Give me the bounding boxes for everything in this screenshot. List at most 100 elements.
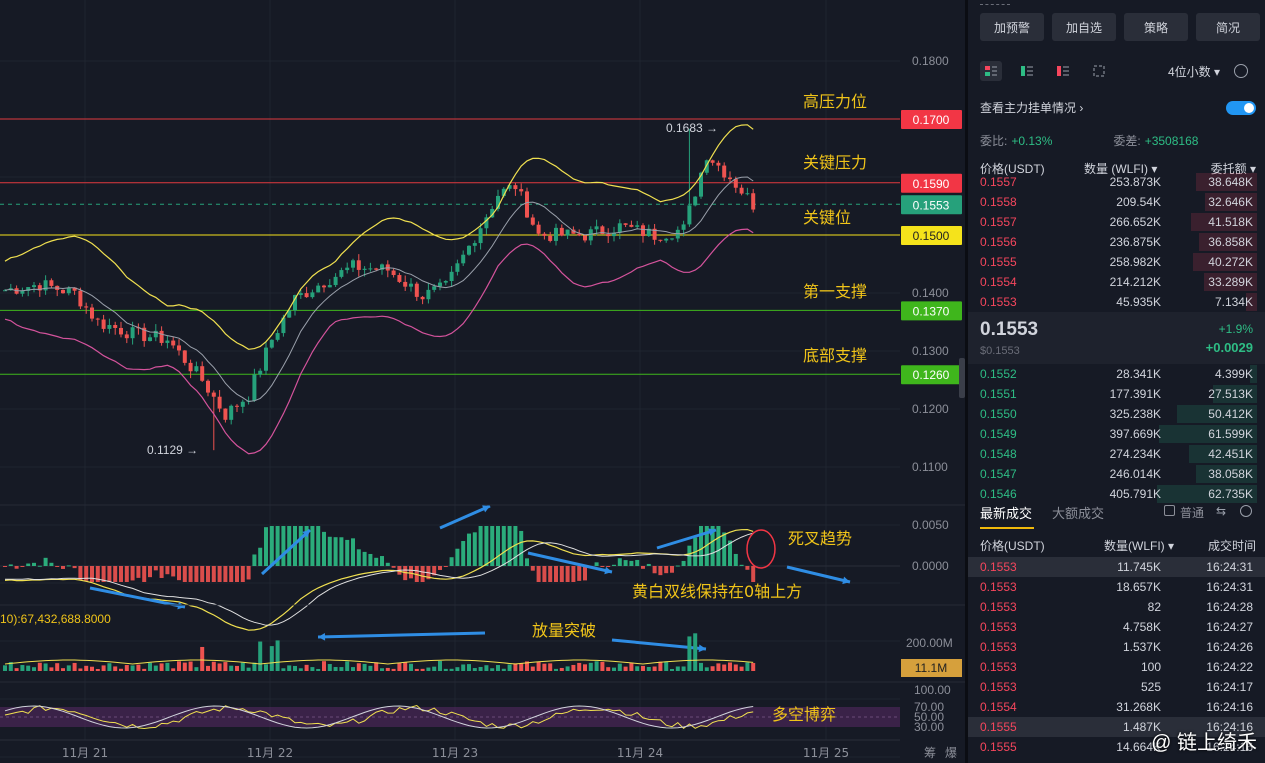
volume-bar bbox=[171, 668, 176, 671]
candle-body bbox=[211, 392, 216, 397]
macd-histogram-bar bbox=[217, 566, 222, 582]
total-column-header[interactable]: 委托额 ▾ bbox=[1210, 162, 1257, 176]
trade-qty: 100 bbox=[1140, 660, 1161, 674]
candle-body bbox=[240, 401, 245, 407]
candle-body bbox=[646, 228, 651, 237]
macd-line bbox=[5, 532, 754, 626]
volume-bar bbox=[670, 668, 674, 671]
candle-body bbox=[455, 263, 460, 272]
expand-icon[interactable] bbox=[1088, 61, 1110, 81]
chart-area[interactable]: 0.1800 0.1400 0.1300 0.1200 0.1100 0.1700 0.15… bbox=[0, 0, 965, 763]
main-orders-link[interactable]: 查看主力挂单情况 › bbox=[980, 101, 1084, 115]
ask-row[interactable]: 0.1558 209.54K 32.646K bbox=[968, 192, 1265, 212]
add-alert-button[interactable]: 加预警 bbox=[980, 13, 1044, 41]
macd-histogram-bar bbox=[101, 566, 106, 582]
main-orders-toggle[interactable] bbox=[1226, 100, 1256, 115]
volume-bar bbox=[728, 662, 732, 671]
candle-body bbox=[159, 330, 164, 343]
candle-body bbox=[461, 254, 466, 264]
bid-row[interactable]: 0.1552 28.341K 4.399K bbox=[968, 364, 1265, 384]
trade-row[interactable]: 0.1555 14.664K 16:24:16 bbox=[968, 737, 1265, 757]
bid-row[interactable]: 0.1546 405.791K 62.735K bbox=[968, 484, 1265, 504]
bid-row[interactable]: 0.1547 246.014K 38.058K bbox=[968, 464, 1265, 484]
overview-button[interactable]: 简况 bbox=[1196, 13, 1260, 41]
bid-row[interactable]: 0.1550 325.238K 50.412K bbox=[968, 404, 1265, 424]
depth-bar bbox=[1177, 405, 1257, 423]
candle-body bbox=[188, 362, 193, 372]
level-tag bbox=[901, 365, 962, 385]
volume-bar bbox=[148, 662, 152, 671]
ask-row[interactable]: 0.1556 236.875K 36.858K bbox=[968, 232, 1265, 252]
bids-view-icon[interactable] bbox=[1016, 61, 1038, 81]
candlestick-chart[interactable]: 0.1800 0.1400 0.1300 0.1200 0.1100 0.1700 0.15… bbox=[0, 0, 965, 763]
trade-qty-header[interactable]: 数量(WLFI) ▾ bbox=[1104, 539, 1175, 553]
macd-histogram-bar bbox=[269, 526, 274, 566]
ask-price: 0.1553 bbox=[980, 295, 1017, 309]
ask-row[interactable]: 0.1554 214.212K 33.289K bbox=[968, 272, 1265, 292]
tab-latest-trades[interactable]: 最新成交 bbox=[980, 506, 1033, 521]
volume-bar bbox=[142, 668, 147, 671]
bid-row[interactable]: 0.1549 397.669K 61.599K bbox=[968, 424, 1265, 444]
macd-histogram-bar bbox=[339, 537, 344, 566]
trade-row[interactable]: 0.1553 18.657K 16:24:31 bbox=[968, 577, 1265, 597]
ask-row[interactable]: 0.1553 45.935K 7.134K bbox=[968, 292, 1265, 312]
asks-view-icon[interactable] bbox=[1052, 61, 1074, 81]
collapse-handle[interactable] bbox=[959, 358, 965, 398]
trade-time: 16:24:22 bbox=[1206, 660, 1253, 674]
level-tag-label: 0.1590 bbox=[913, 177, 950, 191]
ask-row[interactable]: 0.1557 266.652K 41.518K bbox=[968, 212, 1265, 232]
macd-histogram-bar bbox=[252, 554, 257, 566]
macd-histogram-bar bbox=[583, 566, 587, 581]
volume-bar bbox=[194, 667, 199, 671]
trade-row[interactable]: 0.1553 525 16:24:17 bbox=[968, 677, 1265, 697]
bid-price: 0.1552 bbox=[980, 367, 1017, 381]
filter-icon[interactable]: ⇆ bbox=[1216, 504, 1227, 518]
decimals-select[interactable]: 4位小数 ▾ bbox=[1167, 64, 1220, 79]
normal-checkbox[interactable] bbox=[1164, 505, 1175, 516]
tab-large-trades[interactable]: 大额成交 bbox=[1052, 506, 1105, 521]
main-orders-row: 查看主力挂单情况 › bbox=[980, 99, 1256, 116]
low-price-label: 0.1129 → bbox=[147, 443, 198, 457]
strategy-button[interactable]: 策略 bbox=[1124, 13, 1188, 41]
candle-body bbox=[728, 177, 732, 180]
annotation-arrowhead bbox=[177, 601, 185, 610]
macd-histogram-bar bbox=[594, 562, 599, 566]
volume-bar bbox=[3, 665, 7, 671]
trade-row[interactable]: 0.1553 100 16:24:22 bbox=[968, 657, 1265, 677]
ask-total: 36.858K bbox=[1208, 235, 1253, 249]
annotation-volume-break: 放量突破 bbox=[532, 621, 596, 640]
trade-row[interactable]: 0.1553 82 16:24:28 bbox=[968, 597, 1265, 617]
trade-row[interactable]: 0.1553 4.758K 16:24:27 bbox=[968, 617, 1265, 637]
trade-row[interactable]: 0.1555 1.487K 16:24:16 bbox=[968, 717, 1265, 737]
macd-histogram-bar bbox=[281, 526, 286, 566]
ask-row[interactable]: 0.1555 258.982K 40.272K bbox=[968, 252, 1265, 272]
volume-bar bbox=[606, 667, 611, 671]
panel-divider[interactable] bbox=[965, 0, 968, 763]
trade-row[interactable]: 0.1554 31.268K 16:24:16 bbox=[968, 697, 1265, 717]
trade-row[interactable]: 0.1553 1.537K 16:24:26 bbox=[968, 637, 1265, 657]
macd-histogram-bar bbox=[652, 566, 657, 574]
bid-row[interactable]: 0.1548 274.234K 42.451K bbox=[968, 444, 1265, 464]
normal-label: 普通 bbox=[1180, 506, 1205, 520]
macd-histogram-bar bbox=[420, 566, 425, 582]
candle-body bbox=[565, 229, 570, 236]
ask-row[interactable]: 0.1557 253.873K 38.648K bbox=[968, 172, 1265, 192]
both-sides-view-icon[interactable] bbox=[980, 61, 1002, 81]
bid-row[interactable]: 0.1551 177.391K 27.513K bbox=[968, 384, 1265, 404]
macd-histogram-bar bbox=[165, 566, 170, 575]
macd-histogram-bar bbox=[739, 564, 744, 566]
level-tag bbox=[901, 195, 962, 215]
trades-settings-icon[interactable] bbox=[1240, 505, 1252, 517]
annotation-arrow bbox=[260, 528, 312, 576]
qty-column-header[interactable]: 数量 (WLFI) ▾ bbox=[1083, 162, 1158, 176]
trade-row[interactable]: 0.1553 11.745K 16:24:31 bbox=[968, 557, 1265, 577]
macd-histogram-bar bbox=[722, 532, 727, 566]
candle-body bbox=[617, 223, 622, 233]
macd-histogram-bar bbox=[95, 566, 100, 582]
add-watchlist-button[interactable]: 加自选 bbox=[1052, 13, 1116, 41]
settings-gear-icon[interactable] bbox=[1234, 64, 1248, 78]
trade-time: 16:24:16 bbox=[1206, 740, 1253, 754]
volume-bar bbox=[43, 663, 48, 671]
macd-histogram-bar bbox=[699, 526, 703, 566]
macd-histogram-bar bbox=[716, 526, 721, 566]
